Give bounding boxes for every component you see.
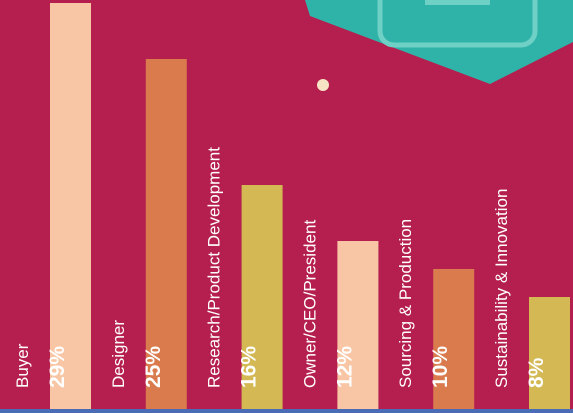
- value-label: 12%: [333, 346, 356, 388]
- category-label: Sustainability & Innovation: [492, 189, 511, 388]
- category-label: Research/Product Development: [205, 147, 224, 388]
- value-label: 25%: [142, 346, 165, 388]
- decor-dot: [317, 79, 329, 91]
- bar: [529, 297, 570, 409]
- category-label: Buyer: [13, 343, 32, 388]
- category-label: Owner/CEO/President: [300, 220, 319, 388]
- chart: Buyer 29% Designer 25% Research/Product Deve…: [0, 0, 573, 413]
- value-label: 29%: [46, 346, 69, 388]
- value-label: 10%: [429, 346, 452, 388]
- value-label: 16%: [238, 346, 261, 388]
- bottom-strip: [0, 409, 573, 413]
- value-label: 8%: [525, 357, 548, 388]
- category-label: Designer: [109, 320, 128, 388]
- category-label: Sourcing & Production: [396, 219, 415, 388]
- decor-icon: [425, 0, 490, 5]
